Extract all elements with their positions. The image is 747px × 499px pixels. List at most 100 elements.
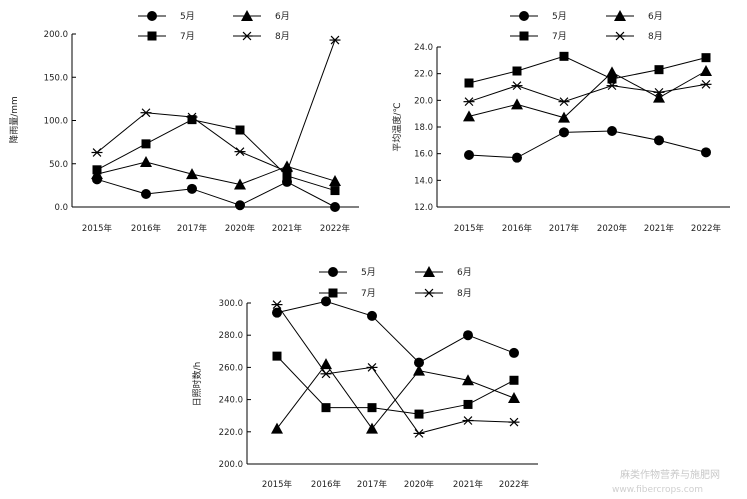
legend-marker xyxy=(328,288,338,298)
data-point xyxy=(234,178,246,190)
watermark-line2: www.fibercrops.com xyxy=(612,485,703,495)
data-point xyxy=(329,175,341,187)
data-point xyxy=(187,183,197,194)
legend-marker-stroke xyxy=(615,31,625,41)
data-point xyxy=(366,422,378,434)
y-tick-label: 260.0 xyxy=(219,363,243,373)
y-tick-label: 20.0 xyxy=(414,96,433,106)
x-tick-label: 2016年 xyxy=(502,223,533,234)
data-point-stroke xyxy=(463,416,473,425)
series-line-8月 xyxy=(276,304,515,434)
data-point xyxy=(187,115,197,125)
legend-marker xyxy=(614,31,626,41)
legend-marker xyxy=(423,266,435,277)
data-point xyxy=(607,126,617,136)
series-line-5月 xyxy=(96,178,336,208)
legend-label: 8月 xyxy=(457,288,472,299)
data-point xyxy=(509,375,519,385)
legend-marker xyxy=(519,31,529,41)
data-point xyxy=(92,165,102,175)
series-line-6月 xyxy=(96,161,336,186)
legend-label: 7月 xyxy=(180,31,195,42)
series-line-7月 xyxy=(276,355,515,415)
data-point xyxy=(700,65,712,76)
data-point xyxy=(463,97,475,107)
data-point xyxy=(508,417,520,427)
x-tick-label: 2020年 xyxy=(404,479,435,490)
data-point xyxy=(141,189,151,200)
data-point xyxy=(512,152,522,163)
x-tick-label: 2021年 xyxy=(453,479,484,490)
data-point-stroke xyxy=(235,147,245,157)
data-point xyxy=(235,125,245,135)
x-tick-label: 2020年 xyxy=(597,223,628,234)
data-point xyxy=(330,186,340,196)
y-tick-label: 280.0 xyxy=(219,331,243,341)
data-point xyxy=(512,66,522,76)
data-point-stroke xyxy=(701,79,711,89)
data-point xyxy=(367,403,377,413)
legend-label: 6月 xyxy=(457,267,472,278)
y-tick-label: 14.0 xyxy=(414,176,433,186)
data-point xyxy=(462,374,474,386)
x-tick-label: 2017年 xyxy=(549,223,580,234)
data-point xyxy=(559,127,569,138)
legend-marker xyxy=(241,10,253,21)
legend-label: 7月 xyxy=(361,288,376,299)
data-point xyxy=(653,87,665,97)
data-point xyxy=(186,168,198,180)
x-tick-label: 2015年 xyxy=(454,223,485,234)
y-tick-label: 200.0 xyxy=(44,30,68,40)
series-line-8月 xyxy=(96,39,336,173)
data-point xyxy=(414,357,424,368)
data-point xyxy=(508,391,520,403)
legend-label: 6月 xyxy=(275,11,290,22)
legend-marker xyxy=(147,31,157,41)
y-tick-label: 100.0 xyxy=(44,117,68,127)
data-point xyxy=(464,78,474,88)
x-tick-label: 2017年 xyxy=(177,223,208,234)
series-line-8月 xyxy=(468,83,707,103)
data-point-stroke xyxy=(141,108,151,118)
y-axis-label: 日照时数/h xyxy=(191,362,203,407)
series-line-6月 xyxy=(468,70,707,119)
data-point xyxy=(272,351,282,361)
legend-marker xyxy=(519,11,529,21)
data-point xyxy=(186,112,198,122)
x-tick-label: 2015年 xyxy=(262,479,293,490)
rainfall-chart: 0.0 50.0 100.0 150.0 200.0 2015年 2016年 2017年 202… xyxy=(8,10,359,234)
series-line-7月 xyxy=(96,119,336,192)
legend-marker xyxy=(241,31,253,41)
legend-label: 8月 xyxy=(648,31,663,42)
data-point xyxy=(272,307,282,318)
data-point-stroke xyxy=(509,417,519,427)
legend-marker xyxy=(423,288,435,298)
data-point-stroke xyxy=(512,81,522,91)
y-tick-label: 12.0 xyxy=(414,203,433,213)
data-point xyxy=(559,51,569,61)
data-point xyxy=(367,310,377,321)
y-tick-label: 0.0 xyxy=(54,203,68,213)
data-point xyxy=(558,111,570,123)
y-tick-label: 220.0 xyxy=(219,428,243,438)
data-point-stroke xyxy=(187,112,197,122)
data-point-stroke xyxy=(607,81,617,91)
data-point xyxy=(320,358,332,370)
series-line-7月 xyxy=(468,55,707,84)
data-point xyxy=(282,171,292,181)
data-point xyxy=(654,135,664,146)
data-point-stroke xyxy=(330,35,340,45)
data-point xyxy=(700,79,712,89)
y-axis-label: 降雨量/mm xyxy=(8,96,20,144)
data-point xyxy=(463,399,473,409)
legend-marker xyxy=(328,267,338,277)
data-point xyxy=(653,91,665,103)
x-tick-label: 2022年 xyxy=(320,223,351,234)
legend-marker-stroke xyxy=(242,31,252,41)
x-tick-label: 2022年 xyxy=(691,223,722,234)
data-point xyxy=(606,81,618,91)
data-point xyxy=(140,156,152,168)
data-point xyxy=(413,429,425,438)
data-point xyxy=(330,202,340,212)
